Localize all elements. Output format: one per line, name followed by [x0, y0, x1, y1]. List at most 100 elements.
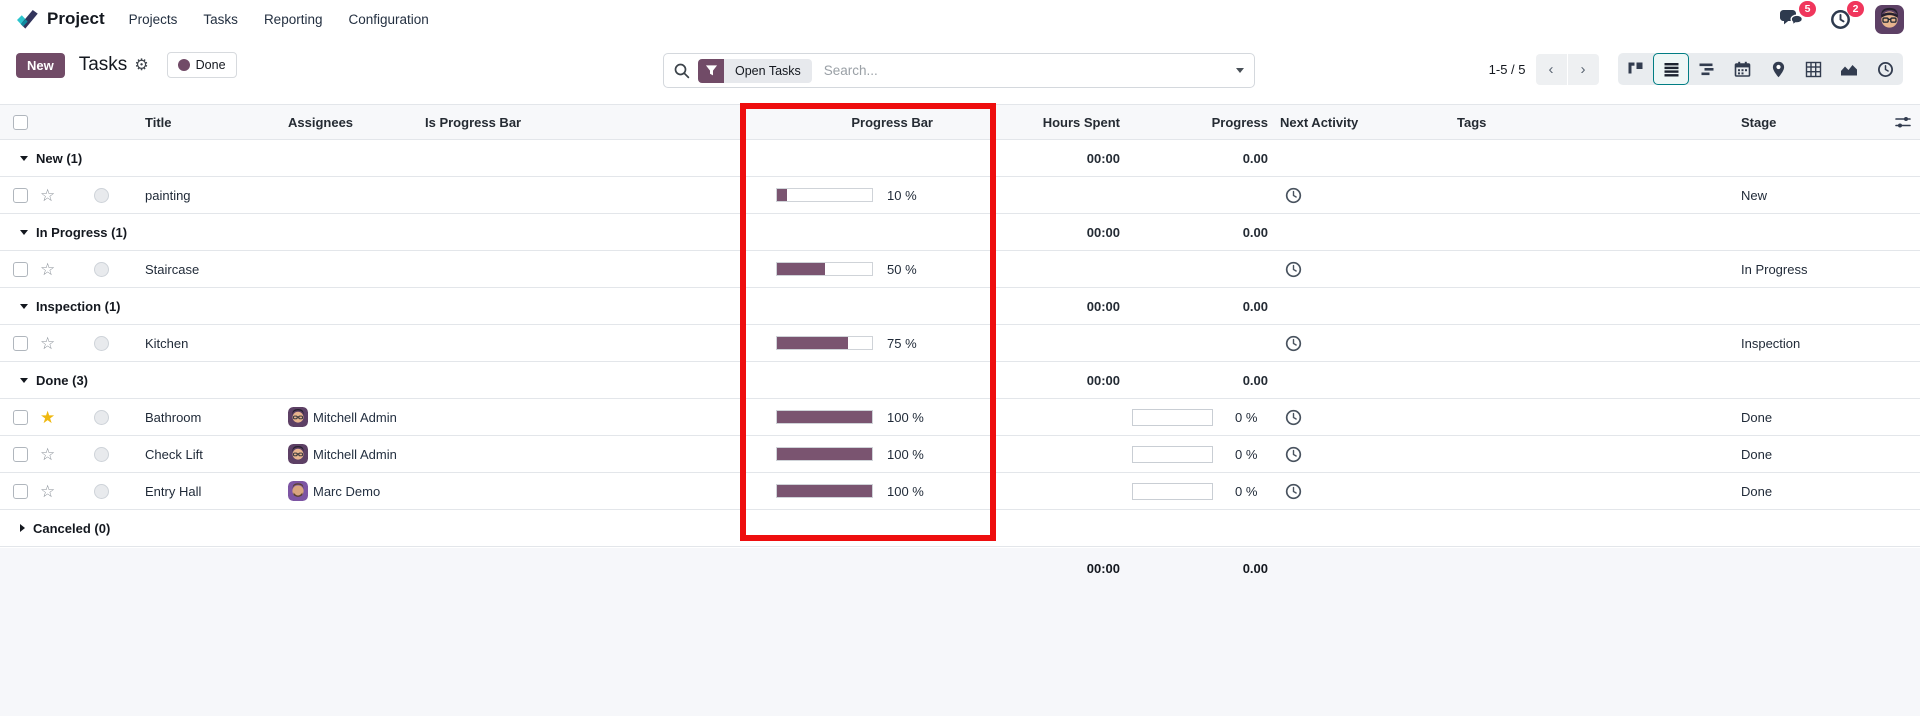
kanban-state-icon[interactable]: [93, 483, 109, 499]
gear-icon[interactable]: ⚙: [134, 57, 149, 74]
row-checkbox[interactable]: [12, 483, 28, 499]
user-avatar[interactable]: [1875, 4, 1904, 34]
menu-configuration[interactable]: Configuration: [348, 11, 429, 27]
view-switch-activity[interactable]: [1867, 53, 1903, 85]
tags-cell: [1445, 251, 1725, 287]
next-activity-clock-icon[interactable]: [1285, 409, 1302, 426]
column-header-progress-bar[interactable]: Progress Bar: [851, 114, 933, 130]
group-row[interactable]: Canceled (0): [0, 510, 1920, 547]
search-icon: [674, 63, 690, 79]
kanban-state-icon[interactable]: [93, 446, 109, 462]
menu-projects[interactable]: Projects: [128, 11, 178, 27]
pager-range: 1-5 / 5: [1488, 61, 1526, 77]
tags-cell: [1445, 399, 1725, 435]
row-checkbox[interactable]: [12, 409, 28, 425]
assignee-avatar: [288, 407, 308, 427]
view-switch-graph[interactable]: [1832, 53, 1868, 85]
group-label: New (1): [36, 150, 83, 166]
view-switch-list[interactable]: [1653, 53, 1689, 85]
filter-facet-open-tasks[interactable]: Open Tasks: [698, 58, 812, 83]
menu-tasks[interactable]: Tasks: [203, 11, 238, 27]
kanban-state-icon[interactable]: [93, 261, 109, 277]
task-row[interactable]: ☆ Check Lift Mitchell Admin 100 % 0 % Done: [0, 436, 1920, 473]
next-activity-clock-icon[interactable]: [1285, 187, 1302, 204]
assignee-name: Mitchell Admin: [313, 409, 397, 425]
kanban-state-icon[interactable]: [93, 335, 109, 351]
progress-bar: [776, 262, 873, 276]
view-switch-kanban[interactable]: [1618, 53, 1654, 85]
pager-next-button[interactable]: ›: [1567, 53, 1599, 85]
view-switch-calendar[interactable]: [1725, 53, 1761, 85]
next-activity-clock-icon[interactable]: [1285, 335, 1302, 352]
view-switch-pivot[interactable]: [1796, 53, 1832, 85]
select-all-checkbox[interactable]: [12, 114, 28, 130]
search-input[interactable]: Search...: [823, 63, 878, 78]
column-header-title[interactable]: Title: [145, 114, 172, 130]
task-row[interactable]: ☆ Entry Hall Marc Demo 100 % 0 % Done: [0, 473, 1920, 510]
done-dot-icon: [177, 59, 190, 71]
group-progress-total: 0.00: [1242, 372, 1268, 388]
tags-cell: [1445, 473, 1725, 509]
column-header-progress[interactable]: Progress: [1211, 114, 1268, 130]
task-title: Entry Hall: [145, 483, 202, 499]
task-row[interactable]: ☆ painting 10 % New: [0, 177, 1920, 214]
is-progress-bar-cell: [425, 325, 740, 361]
column-header-is-progress-bar[interactable]: Is Progress Bar: [425, 114, 522, 130]
group-hours-total: [945, 510, 1120, 546]
column-header-assignees[interactable]: Assignees: [288, 114, 354, 130]
group-header: New (1): [0, 140, 945, 176]
star-icon[interactable]: ☆: [40, 185, 56, 205]
optional-columns-icon[interactable]: [1895, 115, 1911, 133]
search-bar: Open Tasks Search...: [663, 53, 1255, 88]
messages-badge: 5: [1799, 1, 1816, 17]
progress-bar: [776, 336, 873, 350]
view-switch-map[interactable]: [1760, 53, 1796, 85]
group-row[interactable]: Done (3) 00:00 0.00: [0, 362, 1920, 399]
next-activity-clock-icon[interactable]: [1285, 446, 1302, 463]
column-header-hours-spent[interactable]: Hours Spent: [1042, 114, 1120, 130]
row-checkbox[interactable]: [12, 335, 28, 351]
star-icon[interactable]: ★: [40, 407, 56, 427]
row-checkbox[interactable]: [12, 446, 28, 462]
progress-bar-label: 50 %: [887, 261, 917, 277]
pager-prev-button[interactable]: ‹: [1535, 53, 1567, 85]
is-progress-bar-cell: [425, 436, 740, 472]
star-icon[interactable]: ☆: [40, 333, 56, 353]
column-header-next-activity[interactable]: Next Activity: [1280, 114, 1359, 130]
view-switch-gantt[interactable]: [1689, 53, 1725, 85]
next-activity-clock-icon[interactable]: [1285, 261, 1302, 278]
new-button[interactable]: New: [16, 52, 65, 78]
group-header: Done (3): [0, 362, 945, 398]
row-checkbox[interactable]: [12, 261, 28, 277]
group-row[interactable]: In Progress (1) 00:00 0.00: [0, 214, 1920, 251]
task-title: Staircase: [145, 261, 200, 277]
row-checkbox[interactable]: [12, 187, 28, 203]
stage-value: In Progress: [1741, 261, 1808, 277]
kanban-state-icon[interactable]: [93, 409, 109, 425]
progress-gauge-label: 0 %: [1235, 483, 1258, 499]
messages-button[interactable]: 5: [1779, 1, 1816, 32]
task-row[interactable]: ☆ Staircase 50 % In Progress: [0, 251, 1920, 288]
activities-button[interactable]: 2: [1827, 1, 1864, 32]
search-dropdown-caret-icon[interactable]: [1236, 68, 1244, 73]
star-icon[interactable]: ☆: [40, 259, 56, 279]
star-icon[interactable]: ☆: [40, 444, 56, 464]
group-row[interactable]: New (1) 00:00 0.00: [0, 140, 1920, 177]
column-header-stage[interactable]: Stage: [1741, 114, 1777, 130]
task-row[interactable]: ★ Bathroom Mitchell Admin 100 % 0 % Done: [0, 399, 1920, 436]
progress-bar: [776, 410, 873, 424]
done-filter-chip[interactable]: Done: [166, 52, 237, 78]
star-icon[interactable]: ☆: [40, 481, 56, 501]
group-row[interactable]: Inspection (1) 00:00 0.00: [0, 288, 1920, 325]
group-progress-total: 0.00: [1242, 224, 1268, 240]
tags-cell: [1445, 325, 1725, 361]
next-activity-clock-icon[interactable]: [1285, 483, 1302, 500]
top-navbar: Project Projects Tasks Reporting Configu…: [0, 0, 1920, 38]
menu-reporting[interactable]: Reporting: [263, 11, 323, 27]
task-row[interactable]: ☆ Kitchen 75 % Inspection: [0, 325, 1920, 362]
tags-cell: [1445, 177, 1725, 213]
app-brand[interactable]: Project: [16, 9, 105, 30]
kanban-state-icon[interactable]: [93, 187, 109, 203]
activity-clock-icon: [1830, 9, 1851, 30]
column-header-tags[interactable]: Tags: [1457, 114, 1487, 130]
